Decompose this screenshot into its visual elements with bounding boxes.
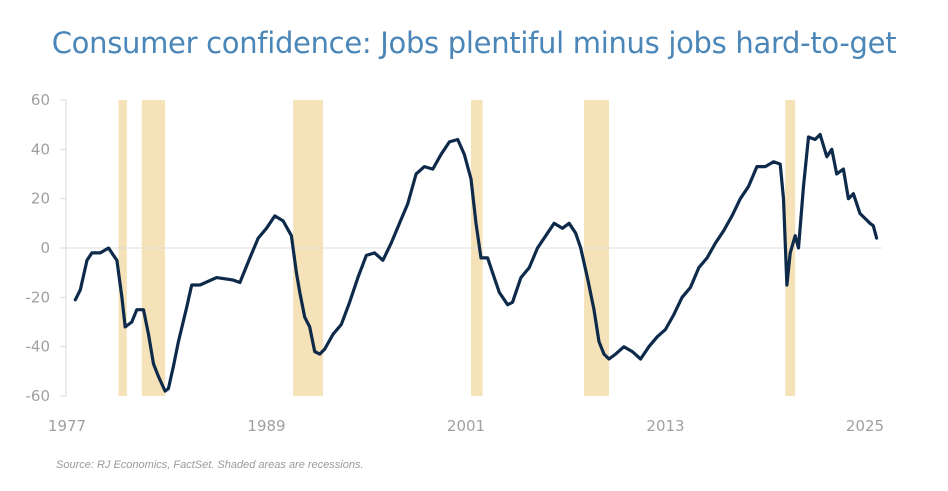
series-line	[73, 132, 879, 393]
y-tick-label: 0	[40, 239, 50, 257]
x-tick-label: 2001	[447, 417, 485, 435]
x-tick-label: 1977	[48, 417, 86, 435]
y-tick-label: -40	[26, 338, 51, 356]
y-tick-label: -60	[26, 387, 51, 405]
source-note: Source: RJ Economics, FactSet. Shaded ar…	[56, 459, 364, 471]
y-tick-label: 20	[31, 190, 50, 208]
x-tick-label: 1989	[247, 417, 285, 435]
chart-title: Consumer confidence: Jobs plentiful minu…	[51, 26, 897, 60]
x-tick-label: 2025	[846, 417, 884, 435]
x-tick-label: 2013	[646, 417, 684, 435]
y-tick-label: -20	[26, 288, 51, 306]
y-tick-label: 40	[31, 140, 50, 158]
y-tick-label: 60	[31, 91, 50, 109]
